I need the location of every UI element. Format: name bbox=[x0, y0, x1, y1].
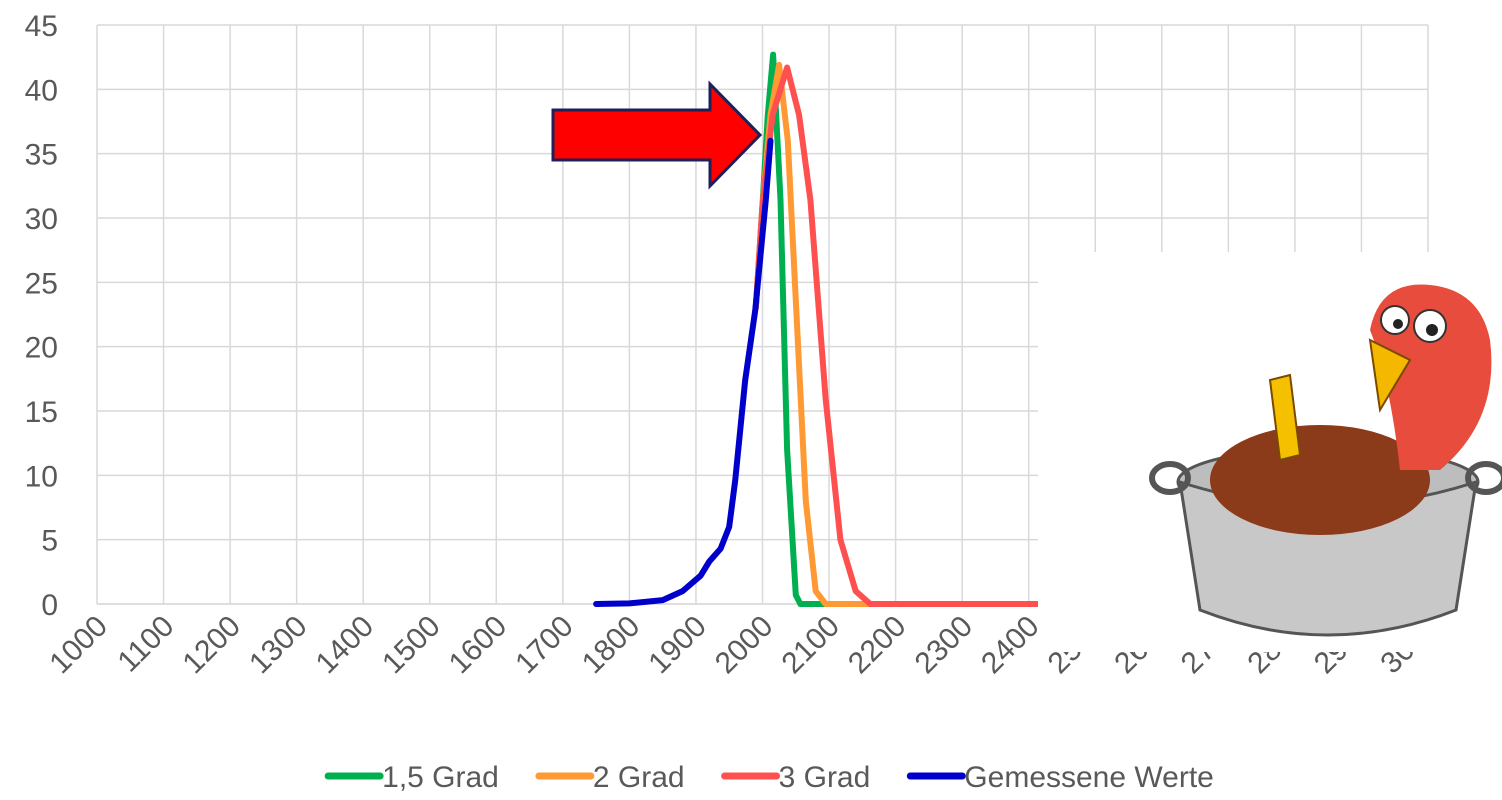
y-tick-label: 25 bbox=[25, 267, 58, 300]
legend-label: 3 Grad bbox=[779, 761, 871, 794]
series bbox=[593, 51, 1431, 607]
legend-label: Gemessene Werte bbox=[964, 761, 1214, 794]
x-tick-label: 1400 bbox=[310, 610, 381, 681]
y-tick-label: 20 bbox=[25, 332, 58, 365]
x-tick-label: 1800 bbox=[576, 610, 647, 681]
turkey-pupil bbox=[1393, 319, 1403, 329]
y-tick-label: 10 bbox=[25, 460, 58, 493]
y-tick-label: 0 bbox=[41, 589, 58, 622]
turkey-pupil bbox=[1426, 324, 1438, 336]
turkey-body bbox=[1210, 425, 1430, 535]
x-tick-label: 1100 bbox=[112, 610, 181, 679]
y-tick-label: 30 bbox=[25, 203, 58, 236]
x-tick-label: 1300 bbox=[243, 610, 314, 681]
turkey-picture bbox=[1038, 252, 1502, 652]
y-tick-label: 45 bbox=[25, 10, 58, 43]
x-tick-label: 1500 bbox=[376, 610, 447, 681]
x-tick-label: 2100 bbox=[775, 610, 846, 681]
arrow bbox=[551, 80, 763, 190]
series-line bbox=[593, 137, 774, 607]
legend-item: 2 Grad bbox=[535, 761, 685, 794]
y-tick-label: 40 bbox=[25, 74, 58, 107]
x-tick-label: 1900 bbox=[642, 610, 713, 681]
x-tick-label: 2200 bbox=[842, 610, 913, 681]
y-tick-label: 5 bbox=[41, 525, 58, 558]
x-tick-label: 1600 bbox=[443, 610, 514, 681]
pot-handle bbox=[1149, 461, 1191, 495]
y-tick-label: 15 bbox=[25, 396, 58, 429]
x-tick-label: 2300 bbox=[909, 610, 980, 681]
y-tick-label: 35 bbox=[25, 139, 58, 172]
x-tick-label: 1700 bbox=[509, 610, 580, 681]
legend-label: 2 Grad bbox=[593, 761, 685, 794]
legend-item: 3 Grad bbox=[721, 761, 871, 794]
pot-handle bbox=[1465, 461, 1502, 495]
legend-item: 1,5 Grad bbox=[324, 761, 499, 794]
x-tick-label: 1200 bbox=[177, 610, 248, 681]
legend: 1,5 Grad 2 Grad 3 Grad Gemessene Werte bbox=[324, 761, 1214, 794]
legend-item: Gemessene Werte bbox=[906, 761, 1214, 794]
x-tick-label: 2000 bbox=[709, 610, 780, 681]
x-tick-label: 2400 bbox=[975, 610, 1046, 681]
turkey-beak bbox=[1368, 338, 1412, 413]
arrow-shape bbox=[551, 80, 763, 190]
turkey-foot bbox=[1268, 373, 1302, 462]
legend-label: 1,5 Grad bbox=[382, 761, 499, 794]
